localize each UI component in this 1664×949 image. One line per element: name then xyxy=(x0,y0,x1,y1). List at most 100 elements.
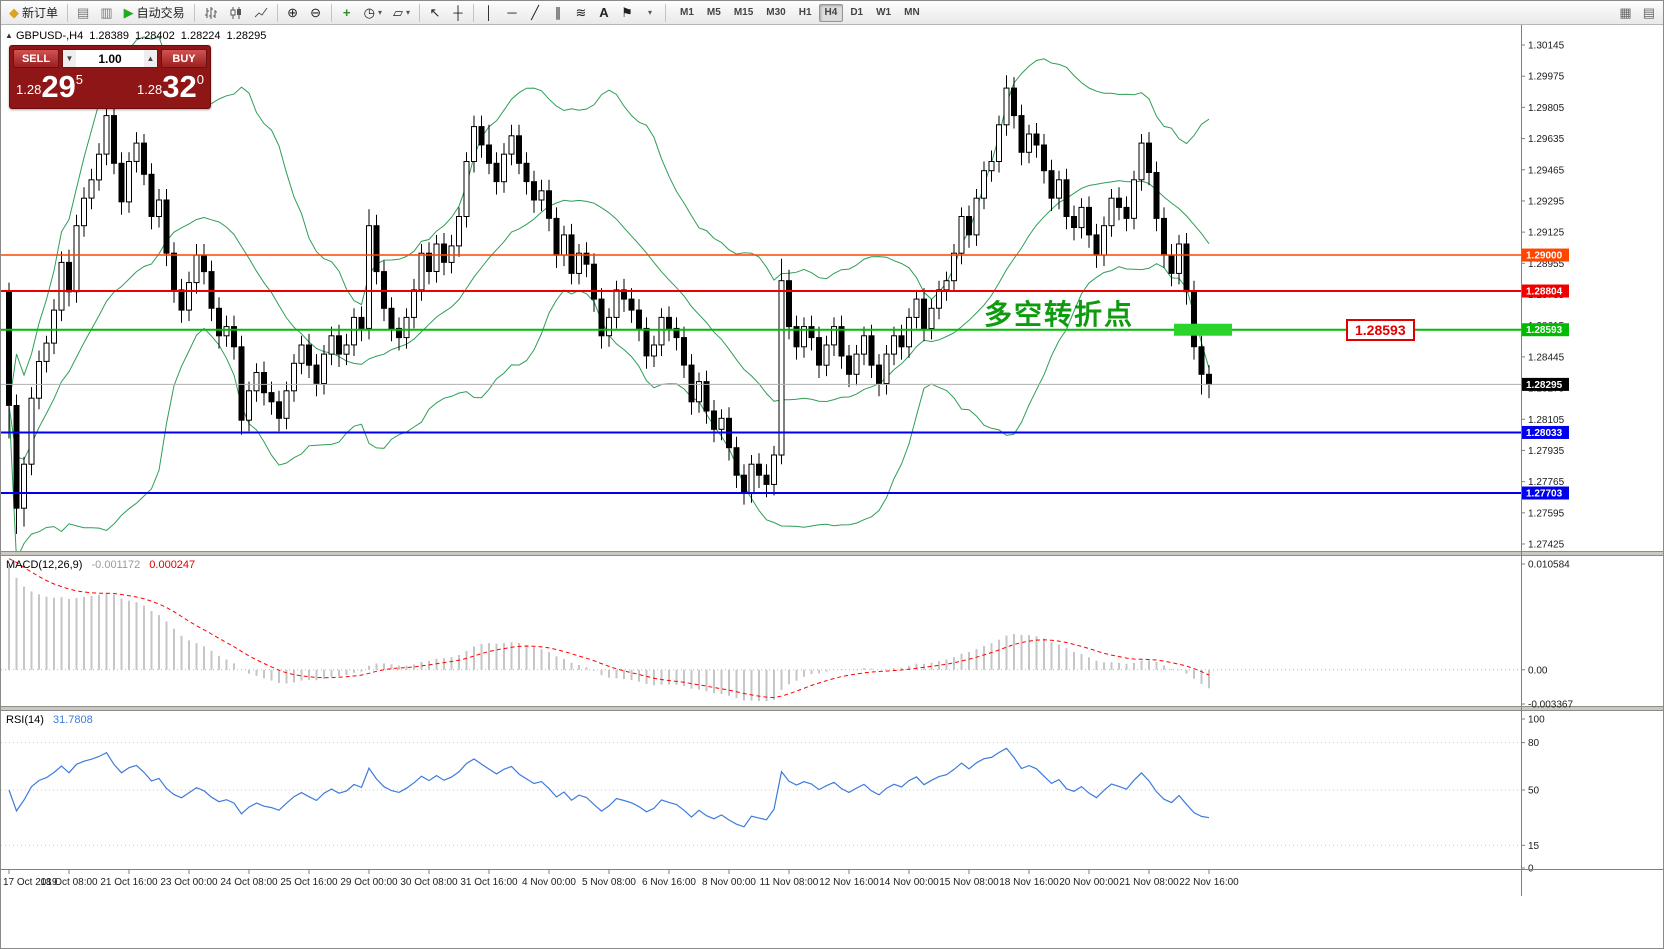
volume-stepper: ▼ ▲ xyxy=(62,49,158,68)
sell-price-pip: 5 xyxy=(75,72,84,87)
crosshair-button[interactable]: ┼ xyxy=(447,3,469,23)
indicators-icon: + xyxy=(342,5,351,20)
macd-signal-line xyxy=(8,558,1210,699)
one-click-trading-panel: SELL ▼ ▲ BUY 1.28 29 5 1.28 32 0 xyxy=(9,45,211,109)
toolbar-separator xyxy=(419,3,420,22)
time-axis-label: 25 Oct 16:00 xyxy=(280,877,338,888)
bollinger-middle-band xyxy=(8,180,1210,460)
price-axis-box-label: 1.28804 xyxy=(1526,287,1563,298)
horizontal-line-button[interactable]: ─ xyxy=(501,3,523,23)
window-list-icon: ▤ xyxy=(1642,5,1655,20)
timeframe-w1-button[interactable]: W1 xyxy=(876,7,892,18)
price-tag-label[interactable]: 1.28593 xyxy=(1346,319,1415,341)
timeframe-m30-button[interactable]: M30 xyxy=(766,7,786,18)
profiles-button[interactable]: ▥ xyxy=(95,3,117,23)
volume-input[interactable] xyxy=(76,50,144,67)
candlestick-icon xyxy=(230,6,241,19)
time-axis-label: 20 Nov 00:00 xyxy=(1059,877,1119,888)
new-chart-icon: ▤ xyxy=(77,5,90,20)
pane-splitter[interactable] xyxy=(1,706,1664,711)
price-axis-label: 1.28105 xyxy=(1528,415,1565,426)
macd-axis-label: 0.00 xyxy=(1528,665,1548,676)
label-button[interactable]: ⚑ xyxy=(616,3,638,23)
window-tile-icon: ▦ xyxy=(1619,5,1632,20)
time-axis-label: 31 Oct 16:00 xyxy=(460,877,518,888)
macd-main-value: -0.001172 xyxy=(91,559,141,571)
trendline-icon: ╱ xyxy=(531,5,539,20)
timeframe-d1-button[interactable]: D1 xyxy=(850,7,864,18)
cursor-button[interactable]: ↖ xyxy=(424,3,446,23)
price-axis-label: 1.27425 xyxy=(1528,540,1565,551)
candlestick-button[interactable] xyxy=(224,3,248,23)
rsi-indicator-label: RSI(14) 31.7808 xyxy=(6,714,99,726)
highlight-rectangle[interactable] xyxy=(1174,323,1232,336)
bar-chart-button[interactable] xyxy=(199,3,223,23)
sell-price-big: 29 xyxy=(41,69,76,104)
time-axis-label: 18 Nov 16:00 xyxy=(999,877,1059,888)
timeframe-m15-button[interactable]: M15 xyxy=(733,7,754,18)
periods-icon: ◷ xyxy=(363,5,375,20)
sell-price[interactable]: 1.28 29 5 xyxy=(16,69,83,105)
new-chart-button[interactable]: ▤ xyxy=(72,3,94,23)
templates-button[interactable]: ▱ ▾ xyxy=(388,3,415,23)
macd-axis-label: -0.003367 xyxy=(1528,700,1573,711)
time-axis-label: 15 Nov 08:00 xyxy=(939,877,999,888)
price-axis-box-label: 1.29000 xyxy=(1526,251,1563,262)
crosshair-icon: ┼ xyxy=(453,5,463,20)
price-axis-label: 1.29805 xyxy=(1528,103,1565,114)
window-tile-button[interactable]: ▦ xyxy=(1614,3,1636,23)
buy-button[interactable]: BUY xyxy=(161,49,207,68)
rsi-line xyxy=(8,747,1210,828)
channel-button[interactable]: ∥ xyxy=(547,3,569,23)
zoom-out-icon: ⊖ xyxy=(310,5,322,20)
candles-layer xyxy=(6,75,1212,534)
fibonacci-button[interactable]: ≋ xyxy=(570,3,592,23)
macd-indicator-label: MACD(12,26,9) -0.001172 0.000247 xyxy=(6,559,201,571)
timeframe-m1-button[interactable]: M1 xyxy=(680,7,694,18)
indicators-button[interactable]: + xyxy=(336,3,358,23)
new-order-button[interactable]: ◆ 新订单 xyxy=(4,3,63,23)
ohlc-low: 1.28224 xyxy=(180,30,221,42)
pane-splitter[interactable] xyxy=(1,551,1664,556)
line-chart-button[interactable] xyxy=(249,3,273,23)
shapes-dropdown[interactable]: ▾ xyxy=(639,3,661,23)
main-toolbar: ◆ 新订单 ▤ ▥ ▶ 自动交易 ⊕ ⊖ + ◷ ▾ ▱ ▾ ↖ ┼ │ ─ ╱ xyxy=(1,1,1663,25)
sell-button[interactable]: SELL xyxy=(13,49,59,68)
vertical-line-button[interactable]: │ xyxy=(478,3,500,23)
price-axis-box-label: 1.28033 xyxy=(1526,428,1563,439)
macd-signal-value: 0.000247 xyxy=(149,559,196,571)
chart-annotation-text[interactable]: 多空转折点 xyxy=(984,300,1135,331)
rsi-value: 31.7808 xyxy=(52,714,93,726)
buy-price-pip: 0 xyxy=(196,72,204,87)
time-axis-label: 23 Oct 00:00 xyxy=(160,877,218,888)
volume-decrease-button[interactable]: ▼ xyxy=(63,50,76,67)
zoom-out-button[interactable]: ⊖ xyxy=(305,3,327,23)
trendline-button[interactable]: ╱ xyxy=(524,3,546,23)
time-axis-label: 18 Oct 08:00 xyxy=(40,877,98,888)
chart-background[interactable] xyxy=(1,25,1664,896)
volume-increase-button[interactable]: ▲ xyxy=(144,50,157,67)
price-axis-label: 1.27935 xyxy=(1528,446,1565,457)
timeframe-group: M1 M5 M15 M30 H1 H4 D1 W1 MN xyxy=(674,3,926,22)
one-click-collapse-arrow[interactable]: ▲ xyxy=(5,31,13,40)
rsi-axis-label: 50 xyxy=(1528,786,1540,797)
buy-price[interactable]: 1.28 32 0 xyxy=(137,69,204,105)
vertical-line-icon: │ xyxy=(484,5,494,20)
price-axis-box xyxy=(1522,284,1569,298)
timeframe-h1-button[interactable]: H1 xyxy=(798,7,812,18)
chevron-down-icon: ▾ xyxy=(647,8,652,17)
ohlc-open: 1.28389 xyxy=(89,30,130,42)
text-button[interactable]: A xyxy=(593,3,615,23)
autotrading-button[interactable]: ▶ 自动交易 xyxy=(119,3,190,23)
timeframe-h4-button[interactable]: H4 xyxy=(818,3,844,22)
periods-button[interactable]: ◷ ▾ xyxy=(359,3,387,23)
time-axis-label: 21 Nov 08:00 xyxy=(1119,877,1179,888)
window-list-button[interactable]: ▤ xyxy=(1638,3,1660,23)
price-axis-box xyxy=(1522,323,1569,337)
zoom-in-button[interactable]: ⊕ xyxy=(282,3,304,23)
cursor-icon: ↖ xyxy=(429,5,441,20)
timeframe-mn-button[interactable]: MN xyxy=(904,7,920,18)
timeframe-m5-button[interactable]: M5 xyxy=(706,7,721,18)
